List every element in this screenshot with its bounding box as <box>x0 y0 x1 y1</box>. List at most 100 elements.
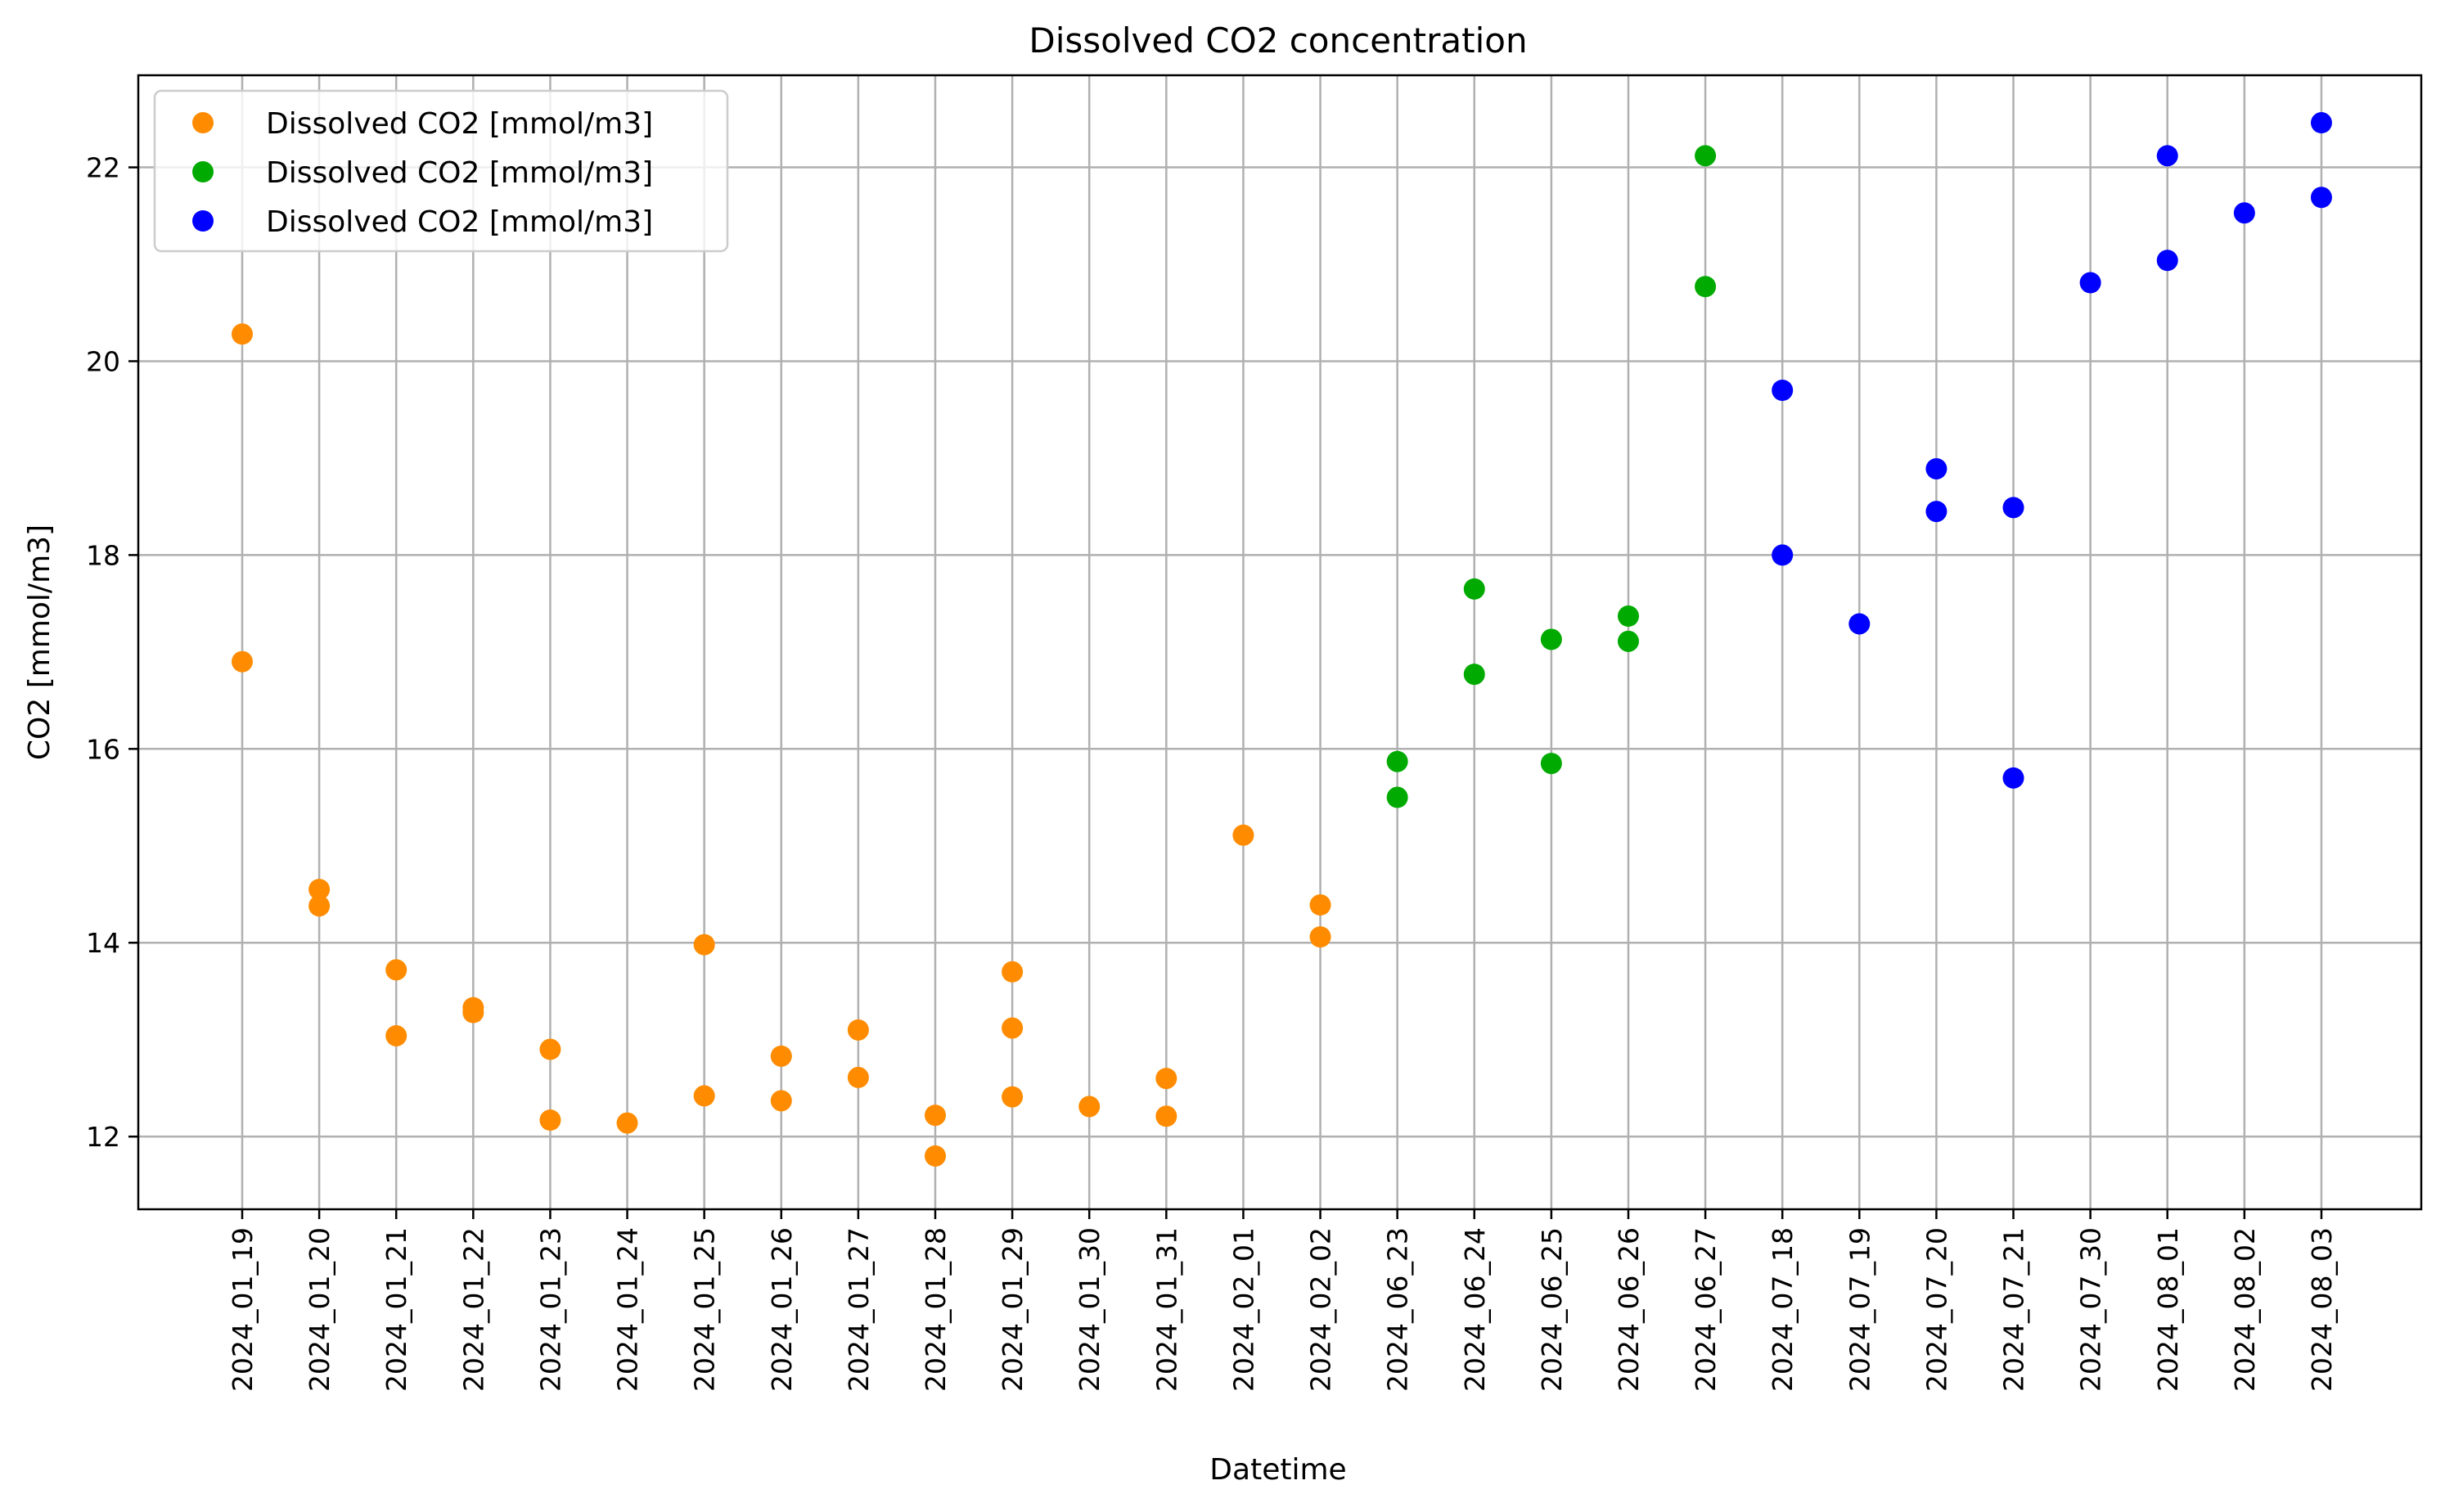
x-tick-label: 2024_01_23 <box>534 1227 566 1392</box>
x-tick-label: 2024_07_30 <box>2075 1227 2107 1392</box>
x-tick-label: 2024_06_23 <box>1382 1227 1414 1392</box>
data-point <box>847 1066 869 1088</box>
legend-marker <box>192 161 214 182</box>
data-point <box>2156 250 2178 272</box>
data-point <box>924 1105 946 1127</box>
x-tick-label: 2024_01_20 <box>304 1227 335 1392</box>
y-tick-label: 16 <box>86 733 120 765</box>
data-point <box>539 1038 561 1060</box>
data-point <box>1002 961 1024 983</box>
y-tick-label: 18 <box>86 539 120 571</box>
x-tick-label: 2024_01_21 <box>380 1227 412 1392</box>
legend-marker <box>192 210 214 232</box>
data-point <box>1309 894 1331 916</box>
x-tick-label: 2024_01_29 <box>997 1227 1029 1392</box>
x-tick-label: 2024_01_30 <box>1074 1227 1105 1392</box>
x-tick-label: 2024_02_02 <box>1305 1227 1337 1392</box>
x-tick-label: 2024_02_01 <box>1227 1227 1259 1392</box>
x-tick-label: 2024_07_19 <box>1844 1227 1875 1392</box>
y-tick-label: 14 <box>86 927 120 959</box>
x-tick-label: 2024_07_21 <box>1998 1227 2030 1392</box>
data-point <box>385 1024 408 1046</box>
data-point <box>1695 276 1717 298</box>
x-tick-label: 2024_08_02 <box>2229 1227 2261 1392</box>
data-point <box>1617 630 1639 652</box>
data-point <box>1925 457 1947 479</box>
y-tick-label: 22 <box>86 152 120 184</box>
legend-label: Dissolved CO2 [mmol/m3] <box>266 205 653 239</box>
legend: Dissolved CO2 [mmol/m3] Dissolved CO2 [mm… <box>153 89 729 253</box>
x-tick-label: 2024_01_25 <box>689 1227 721 1392</box>
data-point <box>308 895 331 917</box>
chart-title: Dissolved CO2 concentration <box>1029 20 1527 61</box>
data-point <box>770 1045 792 1067</box>
data-point <box>2310 187 2332 209</box>
x-tick-label: 2024_07_20 <box>1920 1227 1952 1392</box>
x-tick-label: 2024_01_22 <box>457 1227 489 1392</box>
x-tick-label: 2024_01_28 <box>920 1227 952 1392</box>
data-point <box>1078 1096 1101 1118</box>
legend-label: Dissolved CO2 [mmol/m3] <box>266 107 653 141</box>
axes-frame <box>137 74 2423 1211</box>
x-tick-label: 2024_01_26 <box>766 1227 798 1392</box>
data-point <box>1848 613 1871 635</box>
data-point <box>1540 628 1562 650</box>
data-point <box>616 1112 638 1134</box>
legend-marker <box>192 112 214 133</box>
data-point <box>847 1019 869 1041</box>
x-tick-label: 2024_01_31 <box>1150 1227 1182 1392</box>
data-points <box>232 112 2332 1167</box>
data-point <box>2233 202 2255 224</box>
data-point <box>308 879 331 901</box>
data-point <box>385 959 408 981</box>
data-point <box>924 1145 946 1167</box>
data-point <box>1002 1017 1024 1039</box>
data-point <box>1617 605 1639 628</box>
data-point <box>2079 272 2101 294</box>
x-tick-label: 2024_01_27 <box>843 1227 875 1392</box>
data-point <box>1386 750 1408 772</box>
data-point <box>1463 664 1485 686</box>
x-tick-label: 2024_06_25 <box>1536 1227 1568 1392</box>
data-point <box>2002 497 2024 519</box>
y-axis: 12 14 16 18 20 22 <box>86 152 138 1153</box>
x-tick-label: 2024_08_03 <box>2306 1227 2338 1392</box>
data-point <box>1695 145 1717 167</box>
legend-label: Dissolved CO2 [mmol/m3] <box>266 156 653 190</box>
data-point <box>462 1001 484 1024</box>
x-tick-label: 2024_07_18 <box>1767 1227 1799 1392</box>
data-point <box>2310 112 2332 134</box>
data-point <box>1155 1068 1177 1090</box>
y-axis-label: CO2 [mmol/m3] <box>23 524 56 760</box>
x-tick-label: 2024_01_19 <box>227 1227 259 1392</box>
data-point <box>232 323 253 345</box>
data-point <box>1386 786 1408 808</box>
y-tick-label: 12 <box>86 1121 120 1153</box>
data-point <box>2156 145 2178 167</box>
data-point <box>1925 501 1947 523</box>
x-tick-label: 2024_01_24 <box>612 1227 644 1392</box>
data-point <box>232 650 253 673</box>
data-point <box>1463 578 1485 600</box>
x-tick-label: 2024_06_26 <box>1613 1227 1645 1392</box>
y-tick-label: 20 <box>86 345 120 377</box>
data-point <box>1155 1105 1177 1127</box>
data-point <box>1772 380 1794 401</box>
x-axis: 2024_01_19 2024_01_20 2024_01_21 2024_01_22… <box>227 1209 2338 1392</box>
data-point <box>1232 824 1254 846</box>
x-tick-label: 2024_06_24 <box>1459 1227 1491 1392</box>
data-point <box>770 1090 792 1112</box>
data-point <box>2002 767 2024 789</box>
data-point <box>1540 753 1562 775</box>
data-point <box>1772 544 1794 566</box>
x-tick-label: 2024_08_01 <box>2152 1227 2184 1392</box>
data-point <box>693 934 715 956</box>
x-axis-label: Datetime <box>1209 1453 1346 1487</box>
legend-box <box>153 89 729 253</box>
data-point <box>693 1085 715 1107</box>
data-point <box>539 1109 561 1132</box>
x-tick-label: 2024_06_27 <box>1690 1227 1722 1392</box>
data-point <box>1002 1086 1024 1108</box>
data-point <box>1309 926 1331 948</box>
